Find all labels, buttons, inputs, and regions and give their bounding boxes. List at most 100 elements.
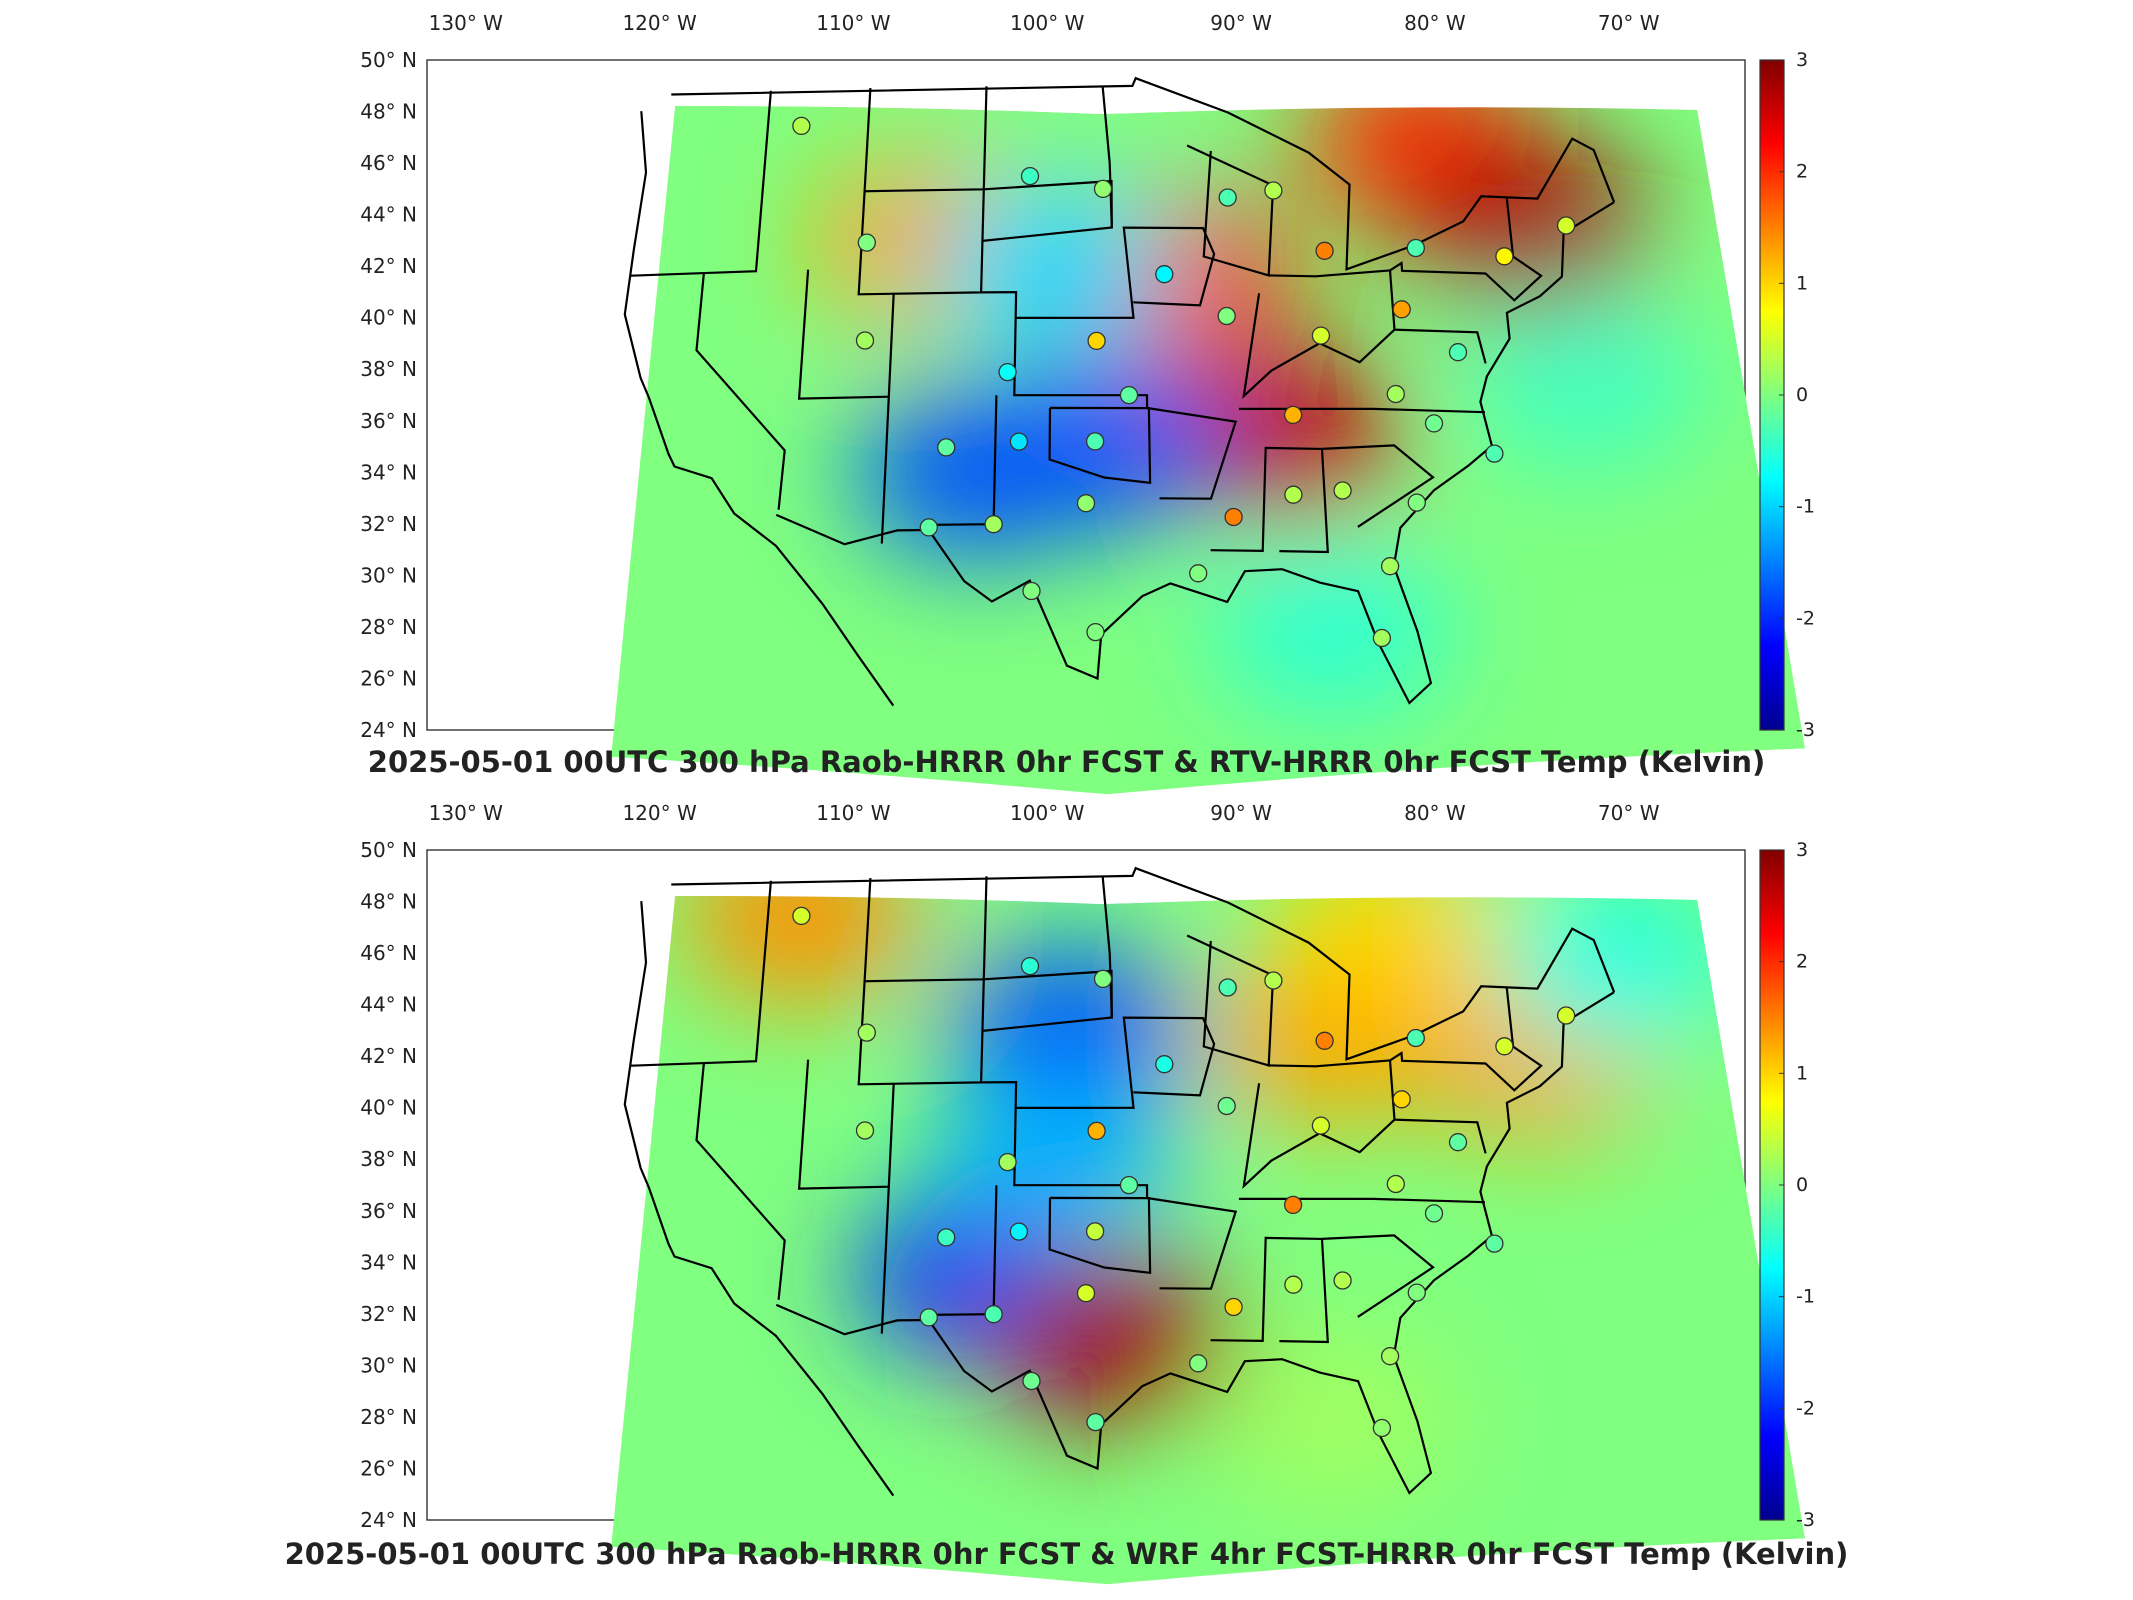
boundary-line bbox=[623, 111, 895, 707]
field-region bbox=[1412, 144, 1653, 315]
lat-tick-label: 26° N bbox=[360, 667, 417, 691]
boundary-line bbox=[1321, 444, 1435, 528]
lon-tick-label: 90° W bbox=[1210, 11, 1272, 35]
raob-station-marker bbox=[1448, 1133, 1468, 1152]
raob-station-marker bbox=[1315, 241, 1334, 260]
raob-station-marker bbox=[1406, 238, 1425, 258]
field-region bbox=[1464, 295, 1705, 466]
raob-station-marker bbox=[1372, 628, 1392, 648]
raob-station-marker bbox=[984, 515, 1003, 534]
raob-station-marker bbox=[1333, 1271, 1352, 1290]
raob-station-marker bbox=[1386, 1174, 1405, 1194]
raob-station-marker bbox=[1407, 1283, 1426, 1302]
lat-tick-label: 46° N bbox=[360, 151, 417, 175]
lon-tick-label: 70° W bbox=[1598, 801, 1660, 825]
boundary-line bbox=[630, 880, 772, 1067]
lat-tick-label: 44° N bbox=[360, 993, 417, 1017]
lat-tick-label: 46° N bbox=[360, 941, 417, 965]
lon-tick-label: 120° W bbox=[622, 801, 697, 825]
boundary-line bbox=[695, 1062, 786, 1300]
longitude-labels: 130° W 120° W 110° W 100° W 90° W 80° W 70° W bbox=[429, 11, 1660, 35]
raob-station-marker bbox=[1556, 216, 1576, 235]
lon-tick-label: 130° W bbox=[429, 801, 504, 825]
boundary-line bbox=[1101, 85, 1113, 228]
boundary-line bbox=[1389, 987, 1543, 1092]
lat-tick-label: 36° N bbox=[360, 409, 417, 433]
raob-station-marker bbox=[1087, 1121, 1106, 1141]
raob-station-marker bbox=[1218, 978, 1237, 997]
colorbar-tick-label: 2 bbox=[1796, 161, 1808, 183]
lon-tick-label: 110° W bbox=[816, 801, 891, 825]
raob-station-marker bbox=[1284, 1275, 1303, 1294]
raob-station-marker bbox=[1086, 622, 1105, 642]
raob-station-marker bbox=[1155, 1055, 1174, 1074]
raob-station-marker bbox=[1264, 971, 1283, 990]
raob-stations bbox=[792, 906, 1576, 1438]
field-region bbox=[993, 1254, 1234, 1425]
raob-station-marker bbox=[855, 331, 875, 350]
raob-station-marker bbox=[1333, 481, 1352, 500]
raob-station-marker bbox=[1386, 384, 1405, 404]
raob-station-marker bbox=[1022, 1371, 1041, 1391]
boundary-line bbox=[1015, 226, 1216, 319]
boundary-line bbox=[1210, 446, 1329, 554]
raob-station-marker bbox=[937, 1228, 956, 1247]
lat-tick-label: 24° N bbox=[360, 1508, 417, 1532]
lat-tick-label: 40° N bbox=[360, 1096, 417, 1120]
raob-station-marker bbox=[1424, 414, 1444, 433]
raob-station-marker bbox=[1076, 494, 1096, 513]
lat-tick-label: 40° N bbox=[360, 306, 417, 330]
raob-station-marker bbox=[1189, 564, 1208, 583]
raob-station-marker bbox=[1020, 166, 1040, 186]
raob-station-marker bbox=[1224, 507, 1243, 527]
colorbar-tick-label: 0 bbox=[1796, 384, 1808, 406]
raob-station-marker bbox=[998, 1152, 1017, 1172]
raob-station-marker bbox=[937, 438, 956, 457]
latitude-labels: 50° N 48° N 46° N 44° N 42° N 40° N 38° N 36° N… bbox=[360, 838, 417, 1532]
panel-top: 130° W 120° W 110° W 100° W 90° W 80° W 70° W 5… bbox=[360, 11, 1815, 795]
raob-station-marker bbox=[1284, 485, 1303, 504]
boundary-line bbox=[775, 201, 1615, 705]
raob-station-marker bbox=[1380, 557, 1400, 576]
lon-tick-label: 120° W bbox=[622, 11, 697, 35]
boundary-line bbox=[1101, 875, 1113, 1018]
lat-tick-label: 34° N bbox=[360, 460, 417, 484]
raob-station-marker bbox=[1224, 1297, 1243, 1317]
lat-tick-label: 32° N bbox=[360, 512, 417, 536]
raob-station-marker bbox=[1119, 385, 1139, 405]
longitude-labels: 130° W 120° W 110° W 100° W 90° W 80° W 70° W bbox=[429, 801, 1660, 825]
boundary-line bbox=[1146, 1196, 1238, 1290]
boundary-line bbox=[880, 396, 890, 544]
state-boundaries bbox=[623, 76, 1616, 707]
colorbar-tick-label: -3 bbox=[1796, 719, 1815, 741]
boundary-line bbox=[671, 76, 1616, 271]
field-region bbox=[939, 1074, 1180, 1245]
boundary-line bbox=[695, 272, 786, 510]
raob-station-marker bbox=[1086, 1412, 1105, 1432]
colorbar: 3 2 1 0 -1 -2 -3 bbox=[1759, 49, 1815, 741]
lat-tick-label: 38° N bbox=[360, 1147, 417, 1171]
state-boundaries bbox=[623, 866, 1616, 1497]
raob-station-marker bbox=[1283, 1195, 1303, 1215]
lat-tick-label: 38° N bbox=[360, 357, 417, 381]
raob-station-marker bbox=[1217, 306, 1236, 326]
boundary-line bbox=[623, 901, 895, 1497]
colorbar-tick-label: 0 bbox=[1796, 1174, 1808, 1196]
colorbar-tick-label: -1 bbox=[1796, 496, 1815, 518]
boundary-line bbox=[1238, 1197, 1486, 1204]
raob-station-marker bbox=[1020, 956, 1040, 976]
raob-station-marker bbox=[1311, 326, 1331, 345]
panel-title-bottom: 2025-05-01 00UTC 300 hPa Raob-HRRR 0hr F… bbox=[284, 1537, 1849, 1571]
raob-station-marker bbox=[1556, 1006, 1576, 1025]
panel-title-top: 2025-05-01 00UTC 300 hPa Raob-HRRR 0hr F… bbox=[367, 745, 1766, 779]
lon-tick-label: 80° W bbox=[1404, 11, 1466, 35]
map-top: 130° W 120° W 110° W 100° W 90° W 80° W 70° W 5… bbox=[360, 11, 1815, 795]
raob-station-marker bbox=[1085, 432, 1105, 451]
panel-bottom: 130° W 120° W 110° W 100° W 90° W 80° W 70° W 5… bbox=[0, 790, 2133, 1600]
raob-station-marker bbox=[1372, 1418, 1392, 1438]
boundary-line bbox=[1238, 407, 1486, 414]
raob-station-marker bbox=[998, 362, 1017, 382]
boundary-line bbox=[671, 866, 1616, 1061]
lat-tick-label: 36° N bbox=[360, 1199, 417, 1223]
raob-station-marker bbox=[1485, 1234, 1504, 1253]
